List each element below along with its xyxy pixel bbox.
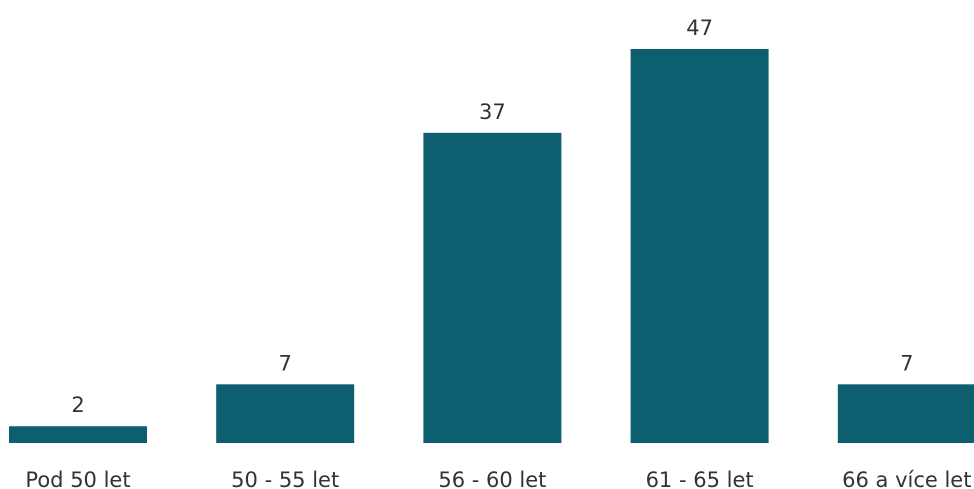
bar-value-label-2: 37: [479, 100, 506, 124]
bars-group: [9, 49, 974, 444]
bar-3: [630, 49, 769, 443]
bar-4: [837, 384, 974, 443]
bar-value-label-4: 7: [900, 351, 913, 375]
bar-0: [9, 426, 147, 443]
category-label-2: 56 - 60 let: [438, 468, 546, 489]
category-labels-group: Pod 50 let 50 - 55 let 56 - 60 let 61 - 65 …: [25, 468, 971, 489]
bar-2: [423, 132, 562, 444]
category-label-1: 50 - 55 let: [231, 468, 339, 489]
category-label-4: 66 a více let: [842, 468, 971, 489]
bar-1: [216, 384, 355, 443]
bar-value-label-1: 7: [279, 351, 292, 375]
bar-value-label-0: 2: [71, 393, 84, 417]
bar-value-label-3: 47: [686, 16, 713, 40]
category-label-0: Pod 50 let: [25, 468, 130, 489]
category-label-3: 61 - 65 let: [646, 468, 754, 489]
